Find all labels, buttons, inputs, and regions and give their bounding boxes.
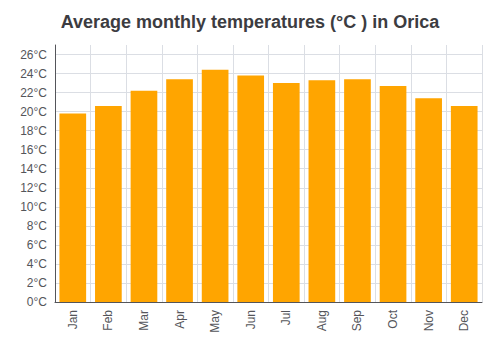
svg-text:18°C: 18°C xyxy=(20,124,47,138)
svg-text:Dec: Dec xyxy=(457,310,471,331)
svg-text:Sep: Sep xyxy=(350,310,364,332)
svg-text:22°C: 22°C xyxy=(20,86,47,100)
svg-text:Jan: Jan xyxy=(66,310,80,329)
svg-text:20°C: 20°C xyxy=(20,105,47,119)
svg-text:24°C: 24°C xyxy=(20,67,47,81)
svg-text:Nov: Nov xyxy=(422,310,436,331)
svg-text:0°C: 0°C xyxy=(27,295,47,309)
svg-text:4°C: 4°C xyxy=(27,257,47,271)
svg-text:Feb: Feb xyxy=(101,310,115,331)
svg-text:Oct: Oct xyxy=(386,309,400,328)
svg-text:Average monthly temperatures (: Average monthly temperatures (°C ) in Or… xyxy=(61,12,441,32)
svg-text:May: May xyxy=(208,310,222,333)
svg-text:6°C: 6°C xyxy=(27,238,47,252)
svg-text:26°C: 26°C xyxy=(20,48,47,62)
svg-text:12°C: 12°C xyxy=(20,181,47,195)
svg-text:Apr: Apr xyxy=(173,310,187,329)
svg-text:16°C: 16°C xyxy=(20,143,47,157)
svg-text:14°C: 14°C xyxy=(20,162,47,176)
svg-text:10°C: 10°C xyxy=(20,200,47,214)
svg-text:Jun: Jun xyxy=(244,310,258,329)
svg-text:2°C: 2°C xyxy=(27,276,47,290)
svg-text:Jul: Jul xyxy=(279,310,293,325)
svg-text:Mar: Mar xyxy=(137,310,151,331)
svg-text:Aug: Aug xyxy=(315,310,329,331)
svg-text:8°C: 8°C xyxy=(27,219,47,233)
